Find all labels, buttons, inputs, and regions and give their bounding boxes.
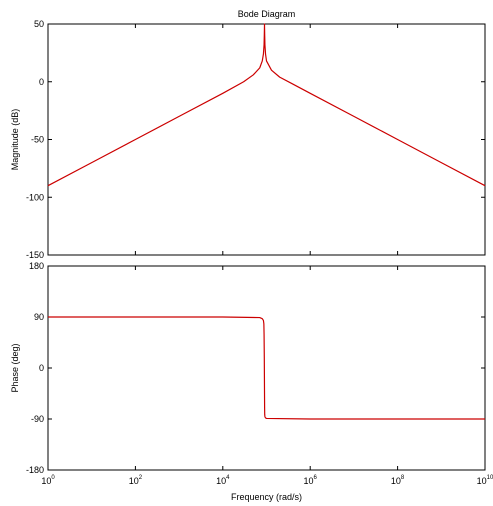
x-tick-label: 1010 [477, 475, 493, 486]
magnitude-y-axis-label: Magnitude (dB) [10, 109, 20, 171]
magnitude-y-tick-label: 0 [39, 77, 44, 87]
magnitude-series-line [47, 23, 486, 187]
x-axis-label: Frequency (rad/s) [231, 492, 302, 502]
phase-y-tick-label: -90 [31, 414, 44, 424]
phase-y-tick-label: 0 [39, 363, 44, 373]
magnitude-plot-area [47, 23, 486, 256]
magnitude-y-tick-label: -50 [31, 135, 44, 145]
x-tick-label: 104 [216, 475, 230, 486]
phase-series-line [48, 316, 485, 420]
phase-plot-area [47, 265, 486, 471]
chart-title: Bode Diagram [238, 9, 296, 19]
phase-y-tick-label: 180 [29, 261, 44, 271]
x-tick-label: 108 [391, 475, 405, 486]
x-tick-label: 102 [129, 475, 143, 486]
magnitude-y-tick-label: -150 [26, 250, 44, 260]
phase-y-tick-label: 90 [34, 312, 44, 322]
x-tick-label: 106 [304, 475, 318, 486]
x-tick-label: 100 [41, 475, 55, 486]
phase-y-axis-label: Phase (deg) [10, 343, 20, 392]
magnitude-panel: 50 0 -50 -100 -150 Magnitude (dB) [10, 19, 486, 260]
phase-y-tick-label: -180 [26, 465, 44, 475]
magnitude-y-tick-label: 50 [34, 19, 44, 29]
magnitude-y-tick-label: -100 [26, 192, 44, 202]
